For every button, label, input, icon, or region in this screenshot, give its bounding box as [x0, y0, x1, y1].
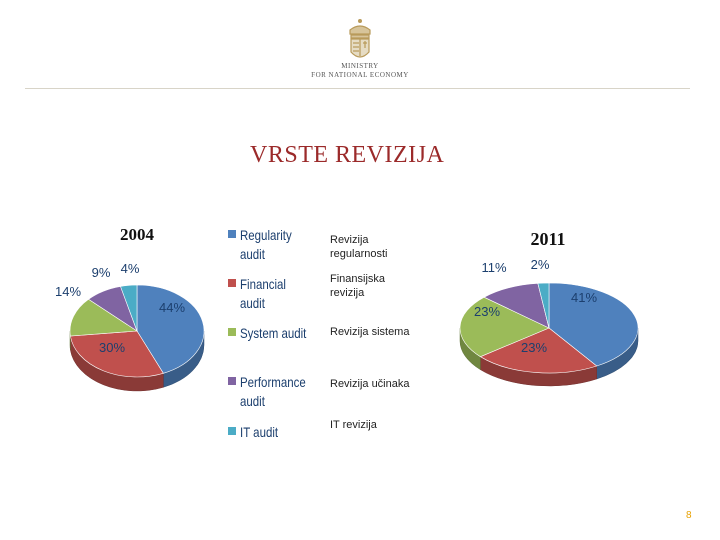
data-label: 23%	[521, 340, 547, 355]
legend-swatch	[228, 230, 236, 238]
legend-label: Regularity audit	[240, 227, 292, 262]
data-label: 9%	[92, 265, 111, 280]
pie-slice-3	[459, 296, 550, 358]
data-label: 23%	[474, 304, 500, 319]
legend-swatch	[228, 279, 236, 287]
pie-slice-1	[548, 282, 639, 367]
page-number: 8	[686, 510, 692, 521]
slide-title: VRSTE REVIZIJA	[250, 142, 445, 168]
chart-title: 2011	[530, 229, 565, 249]
legend-swatch	[228, 427, 236, 435]
pie-chart-2011: 2011 41% 23% 23% 11% 2%	[459, 229, 639, 387]
legend-label: IT audit	[240, 424, 279, 440]
legend-label: Financial audit	[240, 276, 286, 311]
logo-text-line-2: FOR NATIONAL ECONOMY	[311, 71, 409, 79]
legend-label: Performance audit	[240, 374, 306, 409]
pie-chart-2004: 2004 44% 30% 14% 9% 4%	[55, 225, 205, 392]
legend-swatch	[228, 328, 236, 336]
pie-slice-3	[69, 298, 138, 337]
pie-slice-2	[70, 330, 164, 378]
translation-system: Revizija sistema	[330, 326, 410, 338]
chart-title: 2004	[120, 225, 155, 244]
legend-label: System audit	[240, 325, 307, 341]
header-divider	[25, 88, 690, 89]
data-label: 4%	[121, 261, 140, 276]
data-label: 44%	[159, 300, 185, 315]
translation-performance: Revizija učinaka	[330, 378, 410, 390]
data-label: 11%	[481, 260, 506, 275]
translation-financial: Finansijska revizija	[330, 273, 386, 299]
pie-slice-5	[120, 284, 138, 332]
pie-slice-2	[479, 327, 598, 374]
data-label: 30%	[99, 340, 125, 355]
translation-it: IT revizija	[330, 419, 377, 431]
data-label: 14%	[55, 284, 81, 299]
translation-regularity: Revizija regularnosti	[330, 234, 388, 260]
data-label: 41%	[571, 290, 597, 305]
legend-swatch	[228, 377, 236, 385]
coat-of-arms-logo	[349, 19, 371, 58]
pie-slice-5	[537, 282, 550, 329]
pie-slice-1	[136, 284, 205, 374]
data-label: 2%	[531, 257, 550, 272]
logo-text-line-1: MINISTRY	[341, 62, 379, 70]
